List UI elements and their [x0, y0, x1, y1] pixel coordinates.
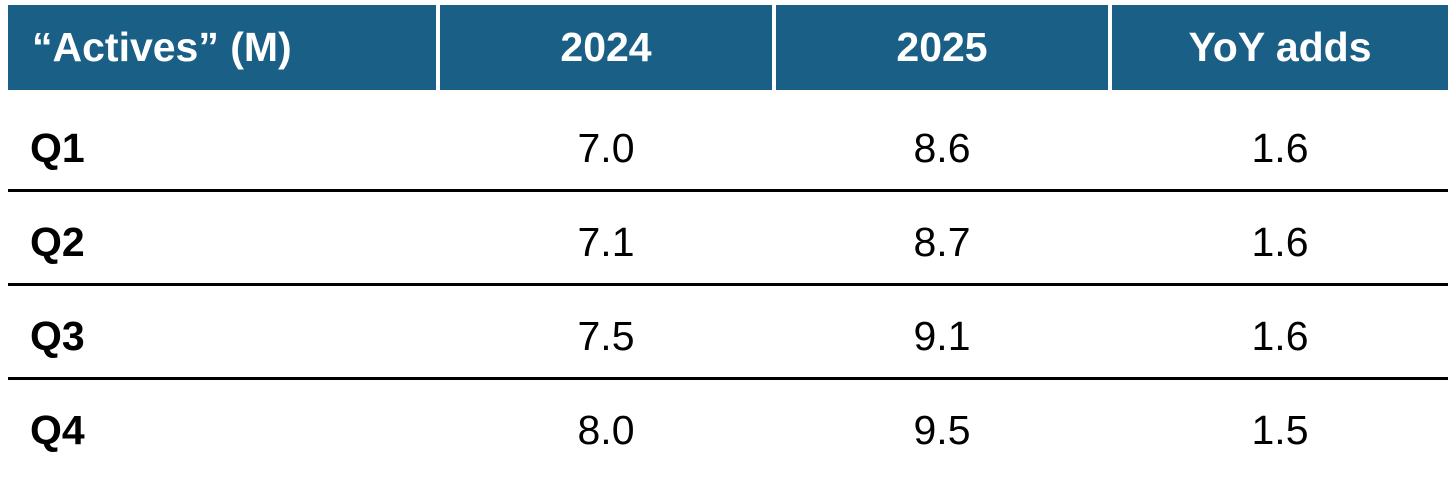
- row-divider: [8, 189, 1448, 192]
- row-divider: [8, 283, 1448, 286]
- header-cell: 2024: [440, 5, 772, 90]
- header-cell: “Actives” (M): [8, 5, 436, 90]
- table-cell: 7.5: [577, 312, 635, 359]
- header-cell: YoY adds: [1112, 5, 1448, 90]
- row-label: Q1: [30, 124, 85, 171]
- table-cell: 1.6: [1251, 312, 1309, 359]
- table-cell: 9.1: [913, 312, 971, 359]
- table-cell: 1.6: [1251, 218, 1309, 265]
- row-divider: [8, 377, 1448, 380]
- table-cell: 8.0: [577, 406, 635, 453]
- header-cell: 2025: [776, 5, 1108, 90]
- table-cell: 7.0: [577, 124, 635, 171]
- row-label: Q4: [30, 406, 85, 453]
- table-cell: 8.6: [913, 124, 971, 171]
- table-cell: 9.5: [913, 406, 971, 453]
- table-cell: 1.5: [1251, 406, 1309, 453]
- row-label: Q3: [30, 312, 85, 359]
- table-cell: 8.7: [913, 218, 971, 265]
- table-cell: 1.6: [1251, 124, 1309, 171]
- row-label: Q2: [30, 218, 85, 265]
- table-cell: 7.1: [577, 218, 635, 265]
